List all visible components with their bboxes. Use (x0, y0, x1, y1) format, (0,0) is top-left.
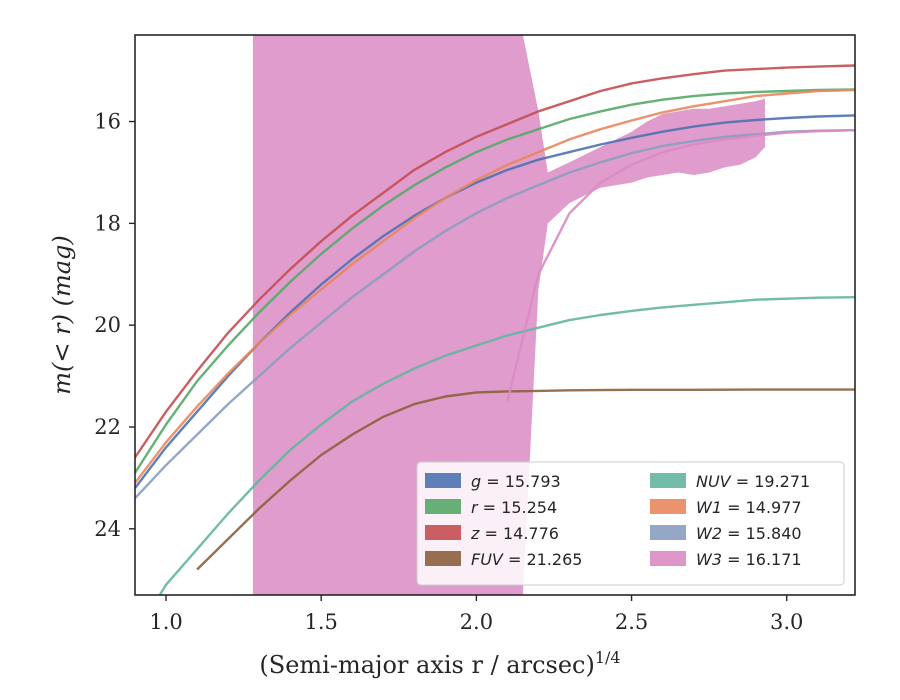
legend-label-5: W1 = 14.977 (696, 498, 802, 517)
series-line-2 (135, 64, 855, 459)
x-axis: 1.0 1.5 2.0 2.5 3.0 (149, 595, 803, 634)
legend-swatch-5 (650, 499, 686, 514)
series-line-6 (135, 129, 855, 500)
x-tick-label: 1.5 (305, 610, 338, 634)
x-tick-label: 3.0 (770, 610, 803, 634)
legend-label-4: NUV = 19.271 (696, 472, 810, 491)
legend-swatch-0 (425, 473, 461, 488)
y-tick-label: 20 (94, 313, 121, 337)
x-tick-label: 1.0 (149, 610, 182, 634)
y-tick-label: 18 (94, 211, 121, 235)
series-lines (135, 64, 855, 595)
legend-swatch-1 (425, 499, 461, 514)
legend-label-7: W3 = 16.171 (696, 550, 802, 569)
legend-label-0: g = 15.793 (471, 472, 561, 491)
legend: g = 15.793 r = 15.254 z = 14.776 FUV = 21.2… (416, 461, 845, 586)
legend-box (416, 461, 845, 586)
plot-frame (134, 34, 856, 596)
y-axis: 16 18 20 22 24 (94, 110, 135, 541)
series-line-1 (135, 88, 855, 474)
legend-label-6: W2 = 15.840 (696, 524, 802, 543)
series-line-5 (135, 88, 855, 484)
legend-label-2: z = 14.776 (470, 524, 559, 543)
legend-swatch-2 (425, 525, 461, 540)
series-line-4 (158, 296, 855, 595)
y-tick-label: 22 (94, 415, 121, 439)
series-line-3 (196, 388, 855, 571)
y-tick-label: 24 (94, 517, 121, 541)
x-tick-label: 2.0 (460, 610, 493, 634)
legend-swatch-3 (425, 551, 461, 566)
legend-swatch-7 (650, 551, 686, 566)
legend-swatch-4 (650, 473, 686, 488)
y-axis-label: m(< r) (mag) (48, 235, 76, 394)
legend-label-3: FUV = 21.265 (471, 550, 582, 569)
legend-label-1: r = 15.254 (471, 498, 557, 517)
x-axis-label: (Semi-major axis r / arcsec)1/4 (259, 648, 620, 679)
uncertainty-bands (252, 35, 765, 595)
y-tick-label: 16 (94, 110, 121, 134)
series-band-7 (252, 35, 765, 595)
legend-swatch-6 (650, 525, 686, 540)
series-line-7 (506, 129, 855, 402)
x-axis-label-superscript: 1/4 (595, 648, 621, 667)
x-tick-label: 2.5 (615, 610, 648, 634)
